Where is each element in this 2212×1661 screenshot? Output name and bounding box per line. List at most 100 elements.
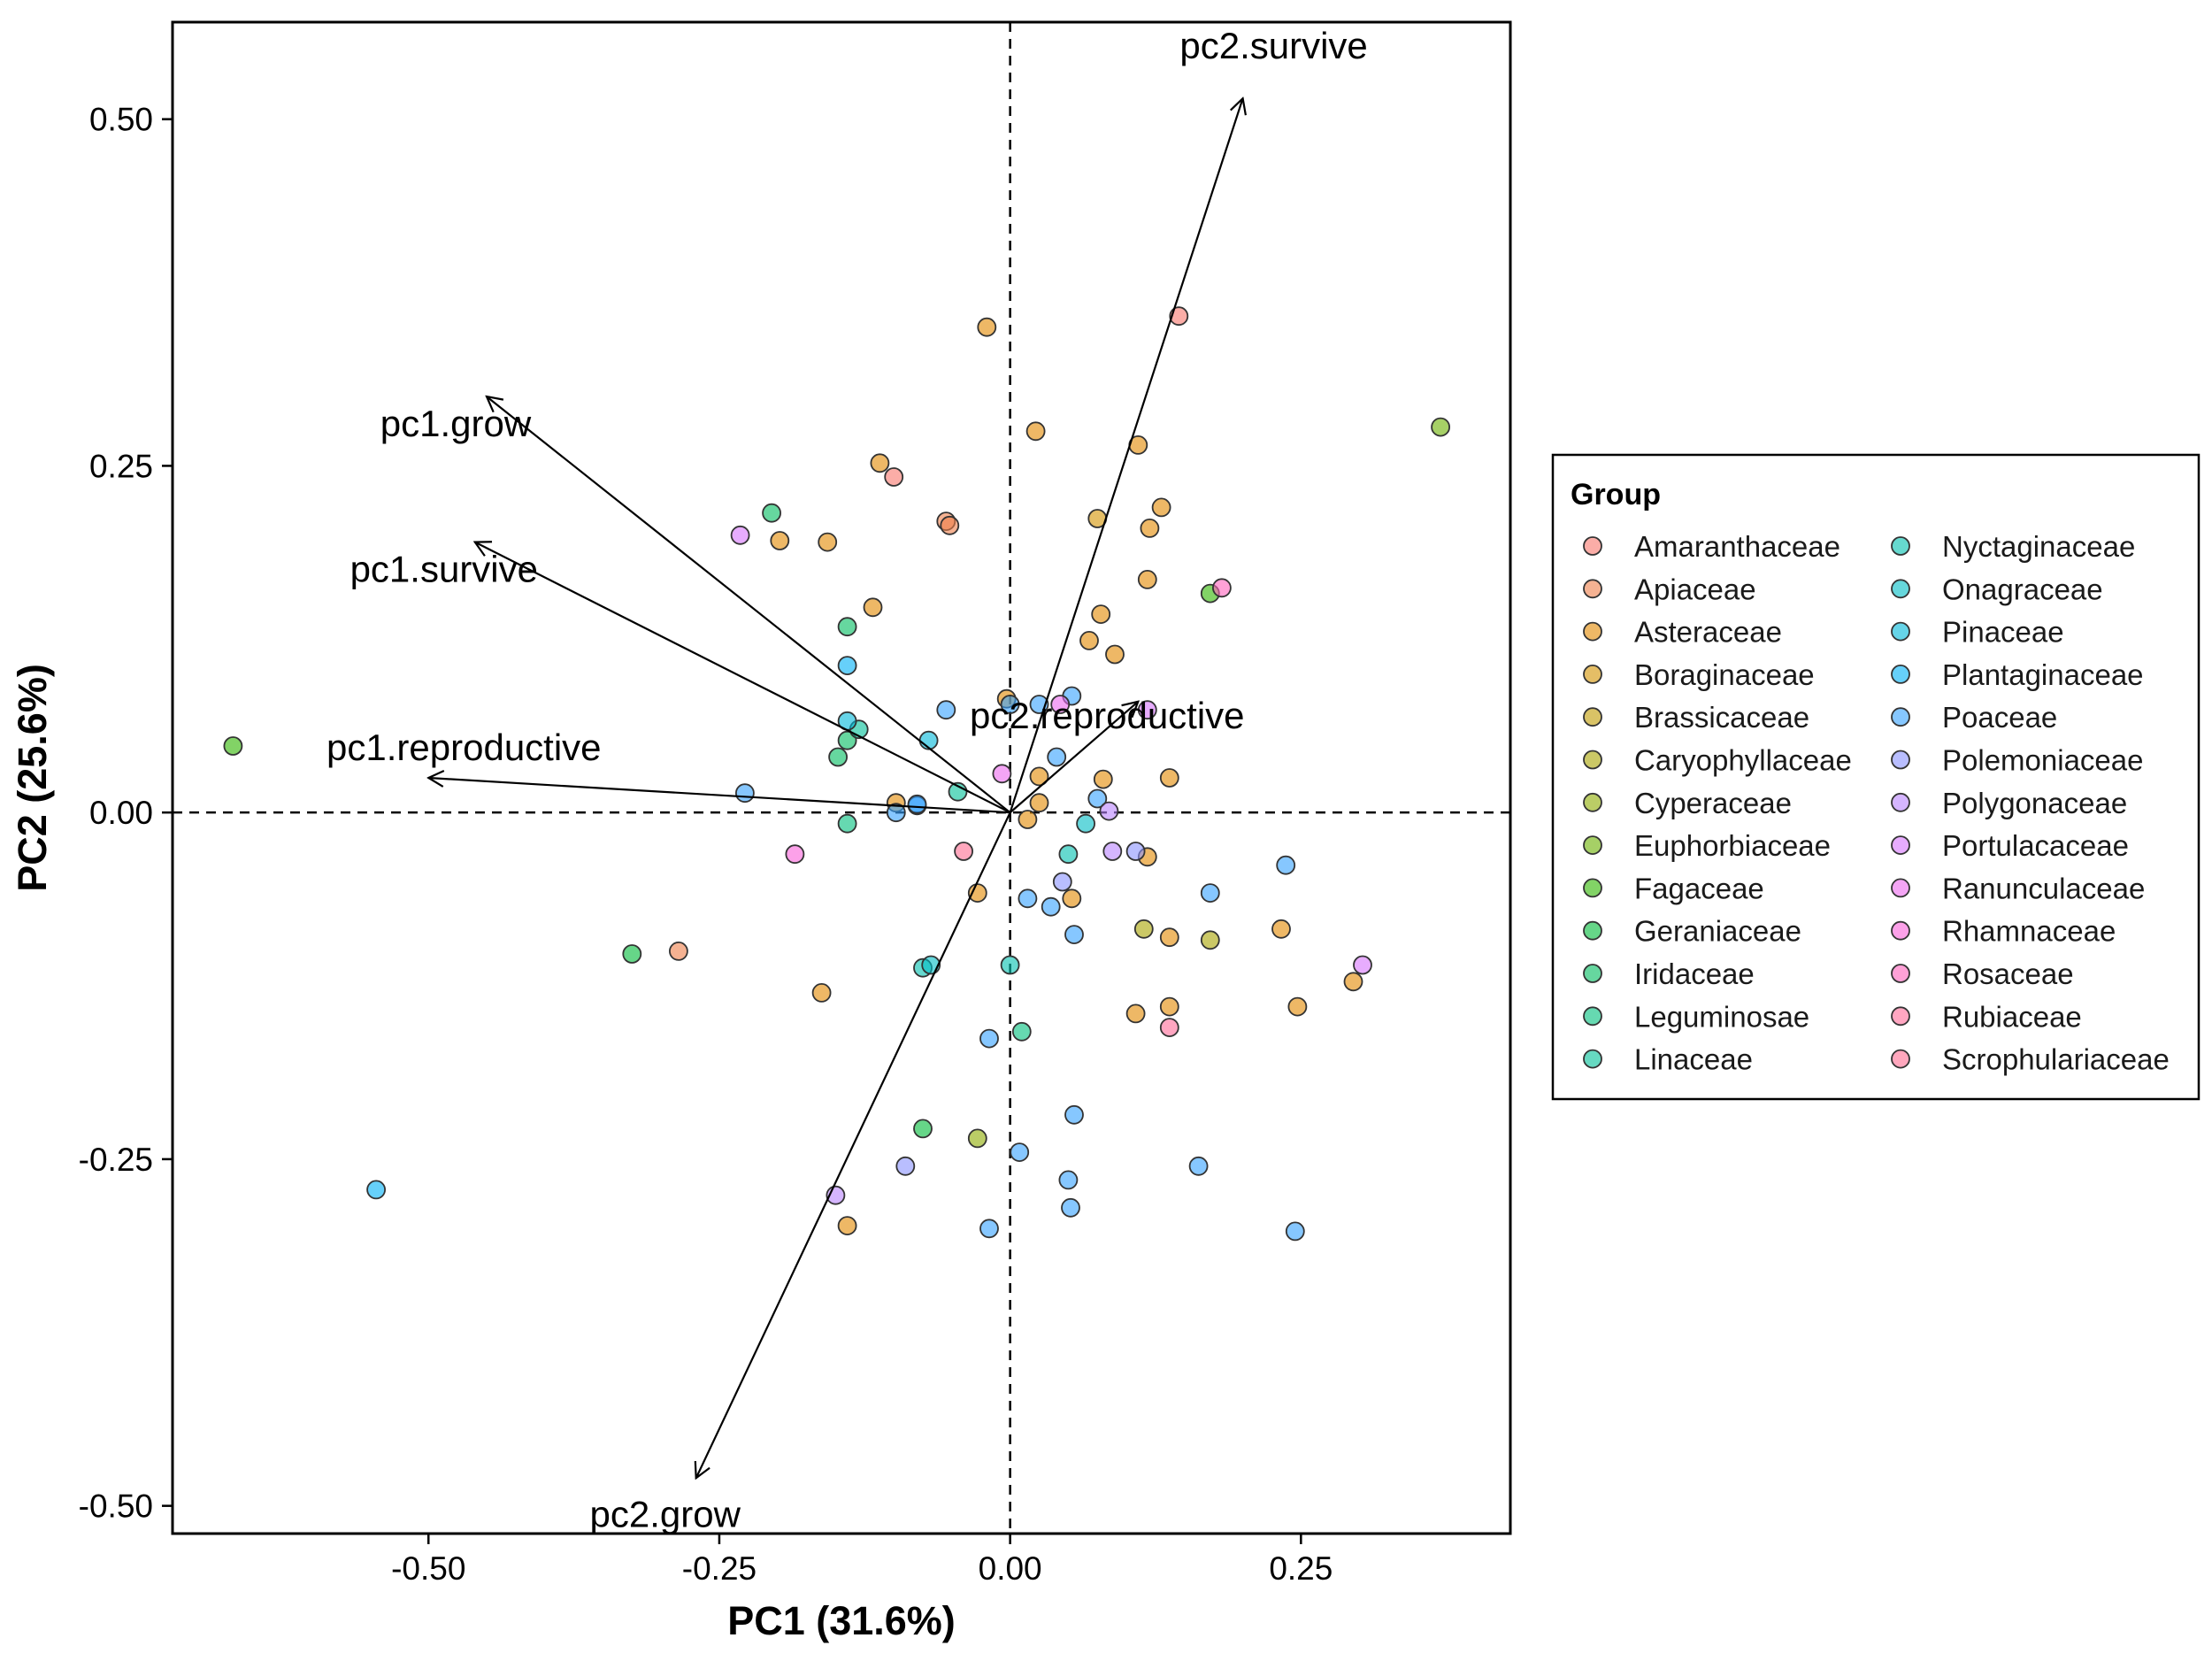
scatter-points: [223, 306, 1450, 1242]
data-point: [1159, 1018, 1179, 1037]
legend-key: [1891, 1006, 1910, 1027]
legend-key: [1583, 1049, 1602, 1069]
data-point: [886, 803, 906, 823]
data-point: [1125, 842, 1146, 861]
loading-arrow-pc1-grow: [487, 396, 1011, 814]
legend-label: Poaceae: [1942, 701, 2057, 734]
legend-label: Onagraceae: [1942, 573, 2103, 605]
legend-label: Nyctaginaceae: [1942, 530, 2135, 563]
legend-label: Iridaceae: [1634, 957, 1755, 990]
data-point: [1087, 788, 1108, 809]
data-point: [1010, 1142, 1030, 1162]
data-point: [1000, 695, 1020, 714]
data-point: [837, 656, 857, 675]
legend-key: [1583, 1006, 1602, 1027]
data-point: [837, 617, 857, 637]
reference-lines: [173, 22, 1510, 1534]
data-point: [1125, 1004, 1146, 1024]
data-point: [735, 783, 755, 804]
data-point: [992, 764, 1012, 784]
legend-label: Apiaceae: [1634, 573, 1756, 605]
data-point: [1050, 695, 1071, 714]
legend-label: Geraniaceae: [1634, 915, 1801, 948]
loading-label: pc1.survive: [350, 549, 538, 590]
data-point: [1058, 1170, 1079, 1190]
data-point: [1025, 421, 1046, 442]
data-point: [1271, 919, 1291, 939]
legend-label: Linaceae: [1634, 1043, 1753, 1076]
data-point: [1062, 888, 1082, 909]
legend-key: [1891, 878, 1910, 898]
data-point: [977, 317, 997, 337]
data-point: [1276, 855, 1296, 875]
legend-key: [1583, 621, 1602, 642]
data-point: [1285, 1221, 1305, 1242]
data-point: [818, 532, 838, 552]
legend-items: Amaranthaceae Apiaceae Asteraceae Boraginac…: [1583, 530, 2170, 1076]
legend: Group Amaranthaceae Apiaceae Asteraceae Bor…: [1551, 453, 2200, 1101]
legend-box: [1551, 453, 2200, 1101]
loading-label: pc2.grow: [589, 1493, 741, 1534]
legend-key: [1891, 665, 1910, 684]
data-point: [967, 1128, 987, 1149]
data-point: [1159, 768, 1179, 788]
data-point: [1091, 604, 1111, 624]
loading-label: pc1.reproductive: [326, 727, 602, 768]
y-axis-title: PC2 (25.6%): [10, 664, 55, 892]
data-point: [979, 1219, 999, 1239]
data-point: [1029, 793, 1049, 813]
legend-label: Ranunculaceae: [1942, 872, 2145, 904]
data-point: [1200, 883, 1220, 903]
data-point: [1064, 1104, 1084, 1125]
legend-label: Rosaceae: [1942, 957, 2074, 990]
data-point: [837, 813, 857, 834]
data-point: [669, 942, 688, 961]
data-point: [1140, 519, 1160, 538]
data-point: [622, 944, 642, 964]
legend-title: Group: [1571, 478, 1661, 511]
data-point: [1064, 925, 1084, 944]
data-point: [913, 1119, 933, 1139]
legend-label: Asteraceae: [1634, 616, 1782, 649]
legend-label: Cyperaceae: [1634, 787, 1792, 819]
data-point: [1047, 747, 1067, 767]
data-point: [1200, 930, 1220, 950]
legend-key: [1583, 536, 1602, 556]
legend-label: Scrophulariaceae: [1942, 1043, 2170, 1076]
data-point: [1041, 896, 1061, 917]
data-point: [1188, 1156, 1209, 1176]
loading-arrow-pc2-survive: [1009, 98, 1243, 813]
data-point: [979, 1028, 999, 1049]
legend-key: [1891, 621, 1910, 642]
legend-label: Pinaceae: [1942, 616, 2064, 649]
legend-label: Polemoniaceae: [1942, 744, 2144, 777]
data-point: [1000, 955, 1020, 975]
legend-label: Fagaceae: [1634, 872, 1764, 904]
data-point: [762, 503, 781, 523]
legend-key: [1891, 750, 1910, 770]
data-point: [837, 1216, 857, 1235]
y-tick-label: 0.50: [89, 102, 153, 138]
legend-key: [1583, 878, 1602, 898]
data-point: [863, 597, 883, 618]
data-point: [954, 842, 973, 861]
legend-label: Amaranthaceae: [1634, 530, 1840, 563]
x-tick-label: 0.25: [1269, 1550, 1333, 1587]
data-point: [870, 453, 890, 473]
x-axis: -0.50 -0.25 0.00 0.25: [391, 1534, 1333, 1587]
legend-key: [1583, 665, 1602, 684]
loading-label: pc1.grow: [380, 403, 532, 444]
data-point: [837, 730, 857, 750]
data-point: [1102, 842, 1123, 861]
data-point: [1169, 306, 1189, 327]
y-tick-label: -0.50: [79, 1488, 153, 1525]
data-point: [1058, 844, 1079, 865]
data-point: [1052, 872, 1072, 892]
data-point: [1343, 972, 1363, 992]
loading-arrow-pc2-grow: [696, 811, 1011, 1478]
data-point: [1151, 497, 1171, 518]
legend-key: [1891, 835, 1910, 855]
plot-border: [171, 20, 1512, 1535]
data-point: [1159, 996, 1179, 1017]
